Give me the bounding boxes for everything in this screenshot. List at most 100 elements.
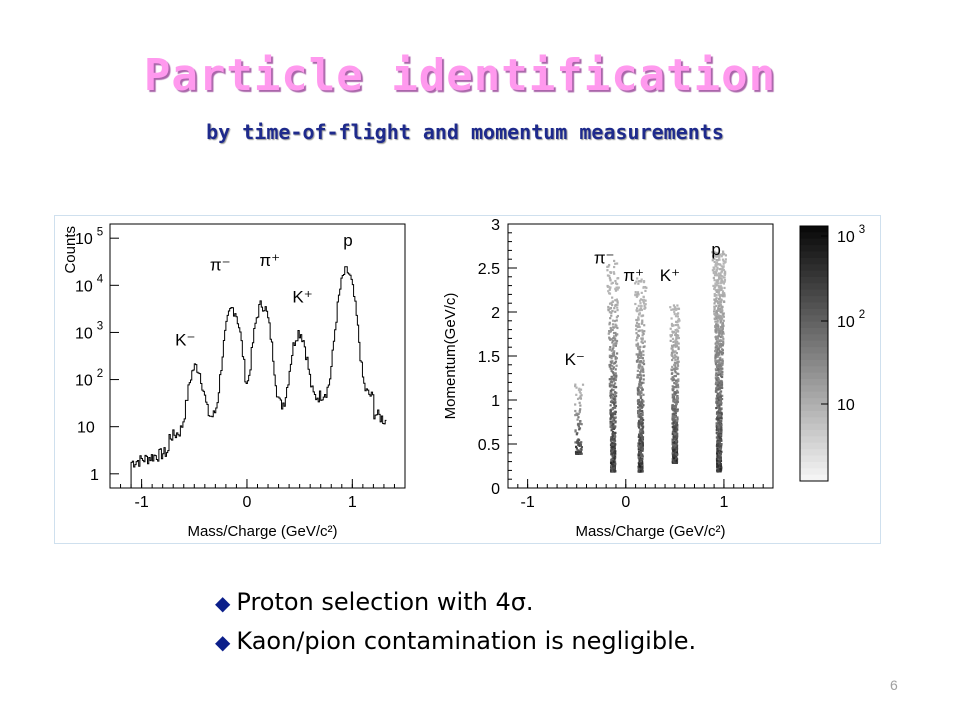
colorbar-strip: [800, 232, 828, 240]
heatmap-cell: [641, 329, 644, 332]
heatmap-cell: [717, 442, 720, 445]
heatmap-cell: [715, 340, 719, 343]
heatmap-cell: [722, 292, 726, 295]
heatmap-cell: [720, 353, 724, 356]
heatmap-cell: [609, 378, 612, 381]
heatmap-cell: [672, 324, 675, 327]
heatmap-cell: [613, 469, 616, 472]
colorbar-strip: [800, 270, 828, 278]
heatmap-cell: [639, 356, 642, 360]
heatmap-cell: [717, 378, 720, 381]
heatmap-cell: [614, 289, 618, 292]
colorbar-strip: [800, 449, 828, 456]
heatmap-cell: [718, 268, 722, 271]
heatmap-cell: [671, 414, 674, 417]
heatmap-cell: [609, 286, 612, 289]
heatmap-cell: [713, 298, 716, 301]
heatmap-cell: [612, 352, 615, 355]
heatmap-cell: [612, 393, 615, 396]
heatmap-cell: [609, 326, 612, 330]
heatmap-cell: [635, 280, 638, 283]
heatmap-cell: [613, 404, 616, 407]
heatmap-cell: [716, 309, 719, 312]
heatmap-cell: [641, 341, 644, 344]
colorbar-strip: [800, 353, 828, 361]
heatmap-points: [574, 250, 728, 473]
heatmap-cell: [577, 388, 581, 392]
x-tick-label: 1: [348, 494, 357, 511]
heatmap-cell: [716, 253, 720, 256]
heatmap-cell: [722, 319, 725, 322]
heatmap-cell: [641, 409, 644, 413]
heatmap-cell: [615, 352, 619, 355]
heatmap-cell: [640, 291, 643, 294]
heatmap-cell: [611, 401, 614, 404]
heatmap-cell: [638, 364, 642, 367]
heatmap-cell: [716, 259, 719, 262]
heatmap-cell: [722, 332, 725, 335]
heatmap-cell: [724, 272, 727, 275]
heatmap-cell: [717, 428, 720, 431]
heatmap-cell: [713, 302, 716, 305]
heatmap-cell: [637, 282, 640, 285]
y-tick-label: 10 4: [75, 274, 104, 296]
heatmap-cell: [580, 423, 583, 426]
heatmap-cell: [719, 439, 722, 442]
heatmap-cell: [608, 302, 612, 305]
heatmap-cell: [613, 259, 616, 263]
heatmap-cell: [637, 313, 641, 316]
heatmap-cell: [673, 438, 677, 441]
heatmap-cell: [721, 327, 724, 330]
bullet-list: ◆ Proton selection with 4σ. ◆ Kaon/pion co…: [215, 583, 696, 661]
heatmap-cell: [675, 352, 678, 355]
heatmap-cell: [670, 322, 674, 326]
heatmap-cell: [637, 398, 641, 402]
heatmap-cell: [609, 391, 612, 395]
colorbar-strip: [800, 366, 828, 374]
heatmap-cell: [718, 343, 721, 346]
heatmap-cell: [720, 373, 723, 376]
heatmap-cell: [712, 276, 715, 279]
heatmap-cell: [717, 382, 720, 385]
heatmap-cell: [672, 450, 675, 453]
heatmap-cell: [636, 291, 640, 294]
peak-label: π⁺: [259, 251, 280, 270]
heatmap-cell: [611, 442, 614, 445]
heatmap-cell: [640, 374, 643, 377]
heatmap-cell: [634, 282, 637, 285]
heatmap-cell: [675, 342, 678, 346]
heatmap-cell: [639, 462, 642, 465]
heatmap-cell: [611, 462, 614, 465]
heatmap-cell: [641, 334, 644, 337]
heatmap-cell: [612, 326, 616, 329]
heatmap-cell: [718, 393, 721, 396]
heatmap-cell: [637, 329, 640, 333]
heatmap-cell: [641, 365, 644, 368]
heatmap-cell: [673, 407, 676, 411]
heatmap-cell: [673, 426, 676, 429]
heatmap-cell: [578, 390, 581, 394]
colorbar-strip: [800, 308, 828, 316]
heatmap-cell: [612, 427, 616, 430]
heatmap-cell: [576, 418, 579, 421]
heatmap-cell: [608, 348, 612, 351]
heatmap-cell: [641, 314, 645, 317]
heatmap-cell: [672, 441, 676, 444]
heatmap-cell: [608, 336, 611, 339]
heatmap-cell: [611, 458, 614, 461]
heatmap-cell: [716, 434, 719, 437]
heatmap-cell: [713, 308, 716, 311]
heatmap-cell: [610, 399, 614, 402]
heatmap-cell: [673, 356, 676, 359]
heatmap-cell: [638, 452, 641, 455]
heatmap-cell: [676, 397, 680, 400]
heatmap-cell: [615, 374, 618, 377]
heatmap-cell: [612, 418, 615, 421]
heatmap-cell: [720, 325, 723, 329]
heatmap-cell: [611, 439, 615, 442]
y-axis-label: Momentum(GeV/c): [442, 293, 459, 420]
heatmap-cell: [642, 361, 645, 365]
heatmap-cell: [579, 404, 582, 407]
heatmap-cell: [640, 416, 643, 419]
heatmap-cell: [610, 361, 613, 364]
